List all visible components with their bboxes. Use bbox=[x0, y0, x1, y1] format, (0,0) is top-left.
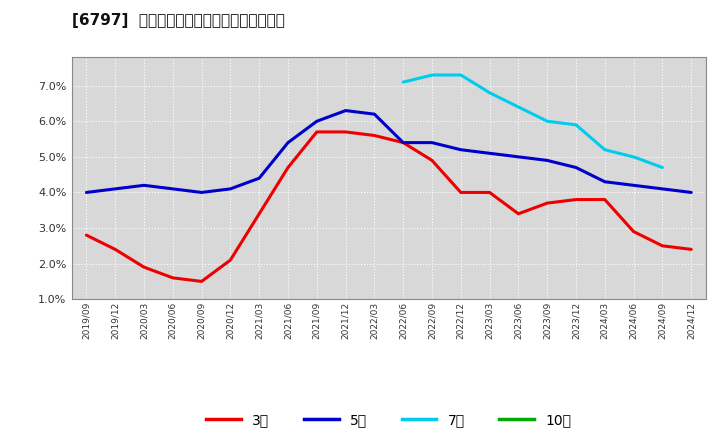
Legend: 3年, 5年, 7年, 10年: 3年, 5年, 7年, 10年 bbox=[201, 408, 577, 433]
Text: [6797]  経常利益マージンの標準偏差の推移: [6797] 経常利益マージンの標準偏差の推移 bbox=[72, 13, 285, 28]
